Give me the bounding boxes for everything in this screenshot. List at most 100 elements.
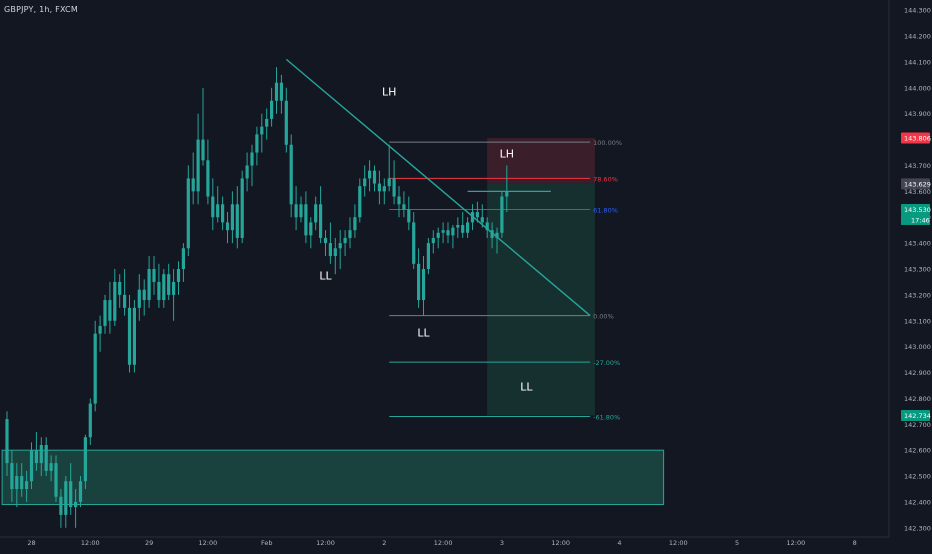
candle-body — [113, 281, 117, 321]
fib-level-label: 78.60% — [593, 175, 618, 183]
candle-body — [235, 204, 239, 238]
target-zone — [487, 183, 595, 416]
candle-body — [377, 183, 381, 192]
price-tick-label: 142.800 — [904, 395, 931, 403]
price-tick-label: 144.100 — [904, 58, 931, 66]
price-tag-bg — [901, 178, 930, 190]
candle — [412, 212, 416, 269]
price-tick-label: 142.300 — [904, 524, 931, 532]
price-tick-label: 143.300 — [904, 266, 931, 274]
price-tag-bg — [901, 132, 930, 144]
stop-zone — [487, 138, 595, 184]
candle-body — [407, 209, 411, 223]
candle — [78, 476, 83, 508]
candle — [456, 217, 460, 238]
candle — [201, 87, 205, 166]
candle — [495, 227, 499, 254]
price-tag-label: 143.530 — [904, 206, 931, 214]
candle — [314, 196, 318, 231]
candle — [167, 263, 171, 301]
candle-body — [69, 481, 73, 508]
candle-body — [279, 82, 283, 101]
candle — [270, 87, 274, 127]
candle — [417, 248, 421, 308]
candle-body — [426, 243, 430, 269]
candle — [466, 217, 470, 238]
candle-body — [289, 144, 293, 205]
candle-body — [181, 248, 185, 269]
candle-body — [64, 481, 68, 515]
candle — [343, 230, 347, 257]
candle — [397, 186, 401, 218]
candle — [265, 108, 269, 140]
candle — [15, 463, 19, 508]
candle — [333, 237, 337, 275]
candle-body — [29, 450, 34, 482]
candle-body — [358, 186, 362, 218]
structure-label-lh: LH — [382, 86, 396, 99]
candle-body — [196, 139, 200, 192]
price-tag-label: 143.629 — [904, 180, 931, 188]
candle-body — [201, 139, 205, 161]
candle — [304, 191, 308, 244]
candle — [83, 434, 87, 489]
candle — [451, 225, 455, 249]
candle — [299, 196, 303, 223]
time-tick-label: 12:00 — [669, 539, 688, 547]
time-tick-label: 2 — [382, 539, 386, 547]
trendline — [285, 58, 591, 317]
price-tick-label: 142.500 — [904, 473, 931, 481]
candle-body — [162, 274, 166, 301]
candle — [382, 178, 386, 205]
price-tick-label: 143.100 — [904, 317, 931, 325]
candle-body — [372, 170, 377, 184]
candle-body — [15, 476, 19, 489]
candle — [152, 256, 156, 295]
candle — [480, 204, 484, 228]
candle-body — [505, 191, 509, 197]
price-tick-label: 144.300 — [904, 7, 931, 15]
candle-body — [314, 204, 318, 223]
candle-body — [495, 232, 499, 238]
candle-body — [451, 227, 455, 236]
candle — [54, 455, 58, 502]
candle — [245, 152, 249, 192]
candle — [323, 230, 328, 257]
fib-level-label: 0.00% — [593, 313, 614, 321]
candle — [25, 470, 29, 502]
price-tag-label: 143.806 — [904, 135, 931, 143]
price-tick-label: 143.700 — [904, 162, 931, 170]
fib-level-label: 61.80% — [593, 206, 618, 214]
candle-body — [240, 178, 244, 238]
candle-body — [245, 165, 249, 179]
candle-body — [265, 118, 269, 127]
candle-body — [446, 230, 450, 236]
candle — [328, 222, 332, 264]
candle-body — [348, 230, 352, 238]
candle — [211, 178, 215, 231]
candle-body — [152, 269, 156, 282]
price-tick-label: 143.200 — [904, 291, 931, 299]
price-tick-label: 142.600 — [904, 447, 931, 455]
time-tick-label: 8 — [853, 539, 857, 547]
candle — [49, 455, 53, 482]
candle — [191, 152, 195, 205]
structure-label-ll: LL — [520, 381, 533, 394]
candle-body — [323, 237, 328, 244]
price-tick-label: 142.900 — [904, 369, 931, 377]
candle-body — [25, 481, 29, 489]
candle — [475, 201, 479, 223]
candle — [108, 281, 112, 334]
candle-body — [98, 325, 102, 334]
candle-body — [490, 230, 494, 238]
candle-body — [10, 463, 14, 489]
candle-body — [59, 496, 63, 515]
candle-body — [108, 300, 112, 321]
candle-body — [20, 476, 24, 489]
candle — [441, 222, 445, 244]
candle-body — [402, 204, 406, 210]
candle-body — [230, 204, 234, 231]
candle — [240, 170, 244, 244]
